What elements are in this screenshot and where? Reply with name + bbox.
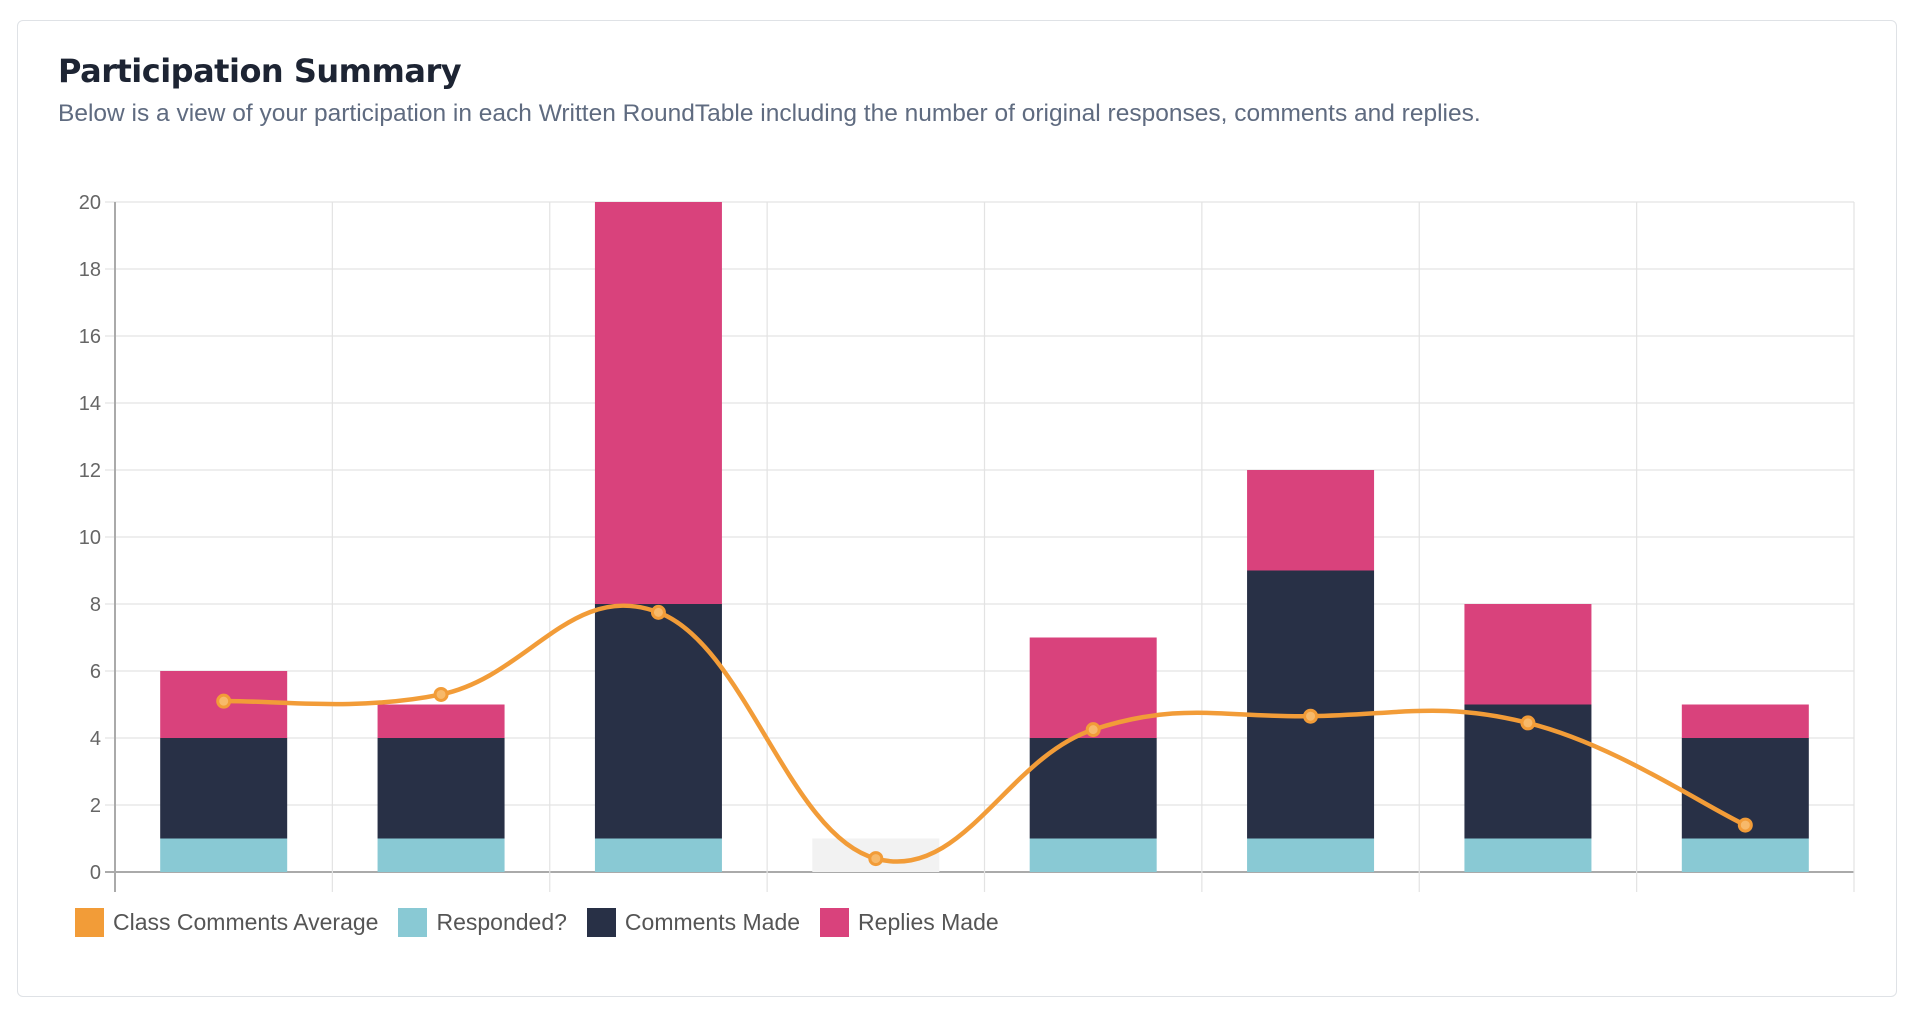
y-tick-label: 4 xyxy=(90,728,101,750)
legend-item-replies-made[interactable]: Replies Made xyxy=(820,908,999,937)
bar-responded xyxy=(1681,838,1809,872)
line-point xyxy=(216,693,232,709)
y-tick-label: 18 xyxy=(79,259,101,281)
y-tick-label: 6 xyxy=(90,661,101,683)
y-tick-label: 20 xyxy=(79,192,101,214)
bar-comments-made xyxy=(377,738,505,839)
page-title: Participation Summary xyxy=(58,52,462,90)
bar-replies-made xyxy=(1681,704,1809,738)
line-class-comments-average xyxy=(223,603,1747,864)
legend-label: Class Comments Average xyxy=(113,909,379,935)
bar-responded xyxy=(1464,838,1592,872)
y-tick-label: 12 xyxy=(79,460,101,482)
legend-swatch xyxy=(820,908,850,937)
bar-responded xyxy=(1247,838,1375,872)
legend-item-class-comments-average[interactable]: Class Comments Average xyxy=(75,908,378,937)
y-tick-label: 8 xyxy=(90,594,101,616)
legend-label: Responded? xyxy=(436,909,567,935)
legend-swatch xyxy=(398,908,428,937)
legend-swatch xyxy=(75,908,104,937)
bar-responded xyxy=(1029,838,1157,872)
bar-responded xyxy=(377,838,505,872)
line-point xyxy=(650,604,666,620)
line-point xyxy=(1520,715,1536,731)
line-point xyxy=(868,851,884,867)
line-point xyxy=(1085,722,1101,738)
chart-legend: Class Comments Average Responded? Commen… xyxy=(75,908,1019,937)
bar-replies-made xyxy=(377,704,505,738)
y-tick-label: 0 xyxy=(90,862,101,884)
line-point xyxy=(1737,817,1753,833)
line-point xyxy=(1303,708,1319,724)
line-point xyxy=(433,686,449,702)
bar-replies-made xyxy=(594,202,722,604)
y-tick-label: 16 xyxy=(79,326,101,348)
bar-replies-made xyxy=(1029,637,1157,738)
y-tick-label: 2 xyxy=(90,795,101,817)
legend-label: Replies Made xyxy=(858,909,999,935)
page-subtitle: Below is a view of your participation in… xyxy=(58,100,1481,127)
bar-responded xyxy=(160,838,288,872)
legend-item-responded[interactable]: Responded? xyxy=(398,908,567,937)
y-tick-label: 14 xyxy=(79,393,101,415)
y-tick-label: 10 xyxy=(79,527,101,549)
legend-label: Comments Made xyxy=(624,909,801,935)
legend-item-comments-made[interactable]: Comments Made xyxy=(586,908,801,937)
bar-replies-made xyxy=(1464,604,1592,705)
bar-comments-made xyxy=(594,604,722,839)
bar-comments-made xyxy=(1247,570,1375,839)
bar-replies-made xyxy=(1247,470,1375,571)
legend-swatch xyxy=(586,908,616,937)
bar-comments-made xyxy=(160,738,288,839)
bar-responded xyxy=(594,838,722,872)
